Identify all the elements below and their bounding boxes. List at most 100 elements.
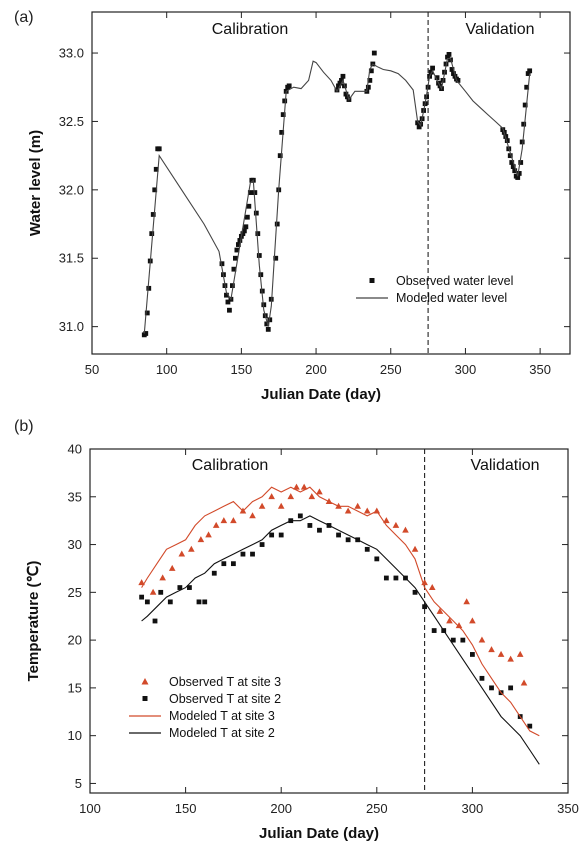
plot-frame: [89, 448, 569, 794]
y-tick-label: 31.0: [59, 319, 84, 334]
legend-triangle-swatch: [141, 678, 149, 685]
data-point-triangle: [463, 598, 470, 605]
data-point-square: [231, 561, 236, 567]
data-point-square: [510, 164, 516, 169]
data-point-square: [489, 685, 494, 691]
panel-b: (b) 100 150 200 250 300 350 5 10 15 20 25 30 35 40 Juli…: [14, 418, 579, 842]
data-point-triangle: [469, 617, 476, 624]
data-point-triangle: [277, 502, 285, 509]
data-point-square: [240, 551, 246, 557]
data-point-square: [416, 124, 422, 130]
x-tick-label: 350: [557, 801, 579, 816]
data-point-square: [158, 589, 164, 595]
data-point-square: [345, 94, 350, 100]
data-point-triangle: [402, 526, 409, 533]
data-point-triangle: [308, 493, 316, 500]
x-axis-title: Julian Date (day): [259, 825, 379, 842]
data-point-square: [339, 78, 344, 83]
data-point-square: [515, 175, 521, 180]
data-point-square: [237, 238, 243, 243]
data-point-square: [149, 231, 155, 237]
data-point-triangle: [478, 636, 486, 643]
data-point-square: [234, 247, 240, 253]
data-point-square: [280, 112, 286, 117]
y-tick-label: 40: [68, 442, 82, 457]
data-point-square: [518, 160, 524, 165]
data-point-square: [277, 153, 283, 159]
data-point-square: [512, 168, 518, 174]
data-point-square: [412, 589, 418, 595]
data-point-square: [337, 80, 343, 86]
data-point-triangle: [344, 507, 352, 514]
data-point-triangle: [507, 655, 514, 662]
panel-a: (a) 50 100 150 200 250 300 350 31.0 31.5 32.0 32.5 3…: [14, 9, 571, 403]
data-point-square: [345, 537, 351, 543]
x-tick-label: 200: [270, 801, 292, 816]
series-line-2: [141, 486, 540, 737]
legend: Observed water level Modeled water level: [356, 274, 513, 305]
data-point-square: [479, 675, 485, 681]
region-label-validation: Validation: [470, 457, 539, 474]
data-point-square: [282, 98, 288, 104]
data-point-square: [243, 224, 249, 230]
data-point-triangle: [159, 574, 166, 581]
data-point-square: [279, 129, 285, 135]
data-point-square: [415, 120, 421, 126]
data-point-square: [522, 102, 528, 108]
data-point-square: [365, 84, 371, 90]
data-point-square: [265, 326, 271, 332]
data-point-square: [343, 91, 349, 97]
panel-label: (b): [14, 418, 34, 435]
x-tick-label: 100: [156, 362, 178, 377]
data-point-square: [255, 231, 261, 237]
region-label-validation: Validation: [465, 21, 534, 38]
data-point-square: [196, 599, 202, 605]
data-point-square: [507, 153, 513, 159]
data-point-square: [256, 253, 262, 258]
data-point-square: [139, 594, 145, 600]
data-point-triangle: [516, 650, 524, 657]
data-point-square: [527, 723, 533, 729]
y-tick-label: 15: [68, 680, 82, 695]
x-tick-label: 300: [462, 801, 484, 816]
data-point-square: [460, 637, 466, 643]
data-point-triangle: [138, 579, 145, 586]
data-point-square: [446, 52, 452, 57]
x-tick-label: 250: [380, 362, 402, 377]
data-point-triangle: [316, 488, 323, 495]
data-point-square: [219, 261, 225, 267]
region-label-calibration: Calibration: [212, 21, 288, 38]
data-point-square: [393, 575, 399, 581]
data-point-square: [278, 532, 284, 538]
data-point-triangle: [220, 517, 228, 524]
series-line-1: [143, 57, 531, 334]
data-point-triangle: [178, 550, 186, 557]
data-point-square: [527, 68, 533, 74]
data-point-square: [451, 71, 456, 76]
data-point-square: [525, 71, 531, 76]
data-point-triangle: [383, 517, 390, 524]
data-point-triangle: [436, 607, 444, 614]
y-tick-label: 31.5: [59, 251, 84, 266]
data-point-square: [516, 171, 522, 176]
data-point-square: [334, 87, 340, 93]
y-tick-label: 32.5: [59, 114, 84, 129]
data-point-triangle: [287, 493, 295, 500]
legend-label: Observed water level: [396, 274, 513, 288]
data-point-square: [240, 231, 246, 237]
data-point-triangle: [300, 483, 308, 490]
data-point-square: [241, 228, 247, 234]
data-point-square: [307, 523, 313, 528]
data-point-square: [504, 138, 510, 143]
legend-label: Modeled water level: [396, 291, 507, 305]
data-point-triangle: [212, 521, 220, 528]
data-point-square: [187, 585, 192, 590]
data-point-square: [264, 321, 270, 327]
y-tick-label: 33.0: [59, 46, 84, 61]
panel-label: (a): [14, 9, 34, 26]
data-point-square: [317, 527, 322, 533]
x-axis-title: Julian Date (day): [261, 386, 381, 403]
legend-label: Modeled T at site 2: [169, 726, 275, 740]
data-point-square: [336, 83, 341, 89]
data-point-square: [252, 190, 258, 195]
